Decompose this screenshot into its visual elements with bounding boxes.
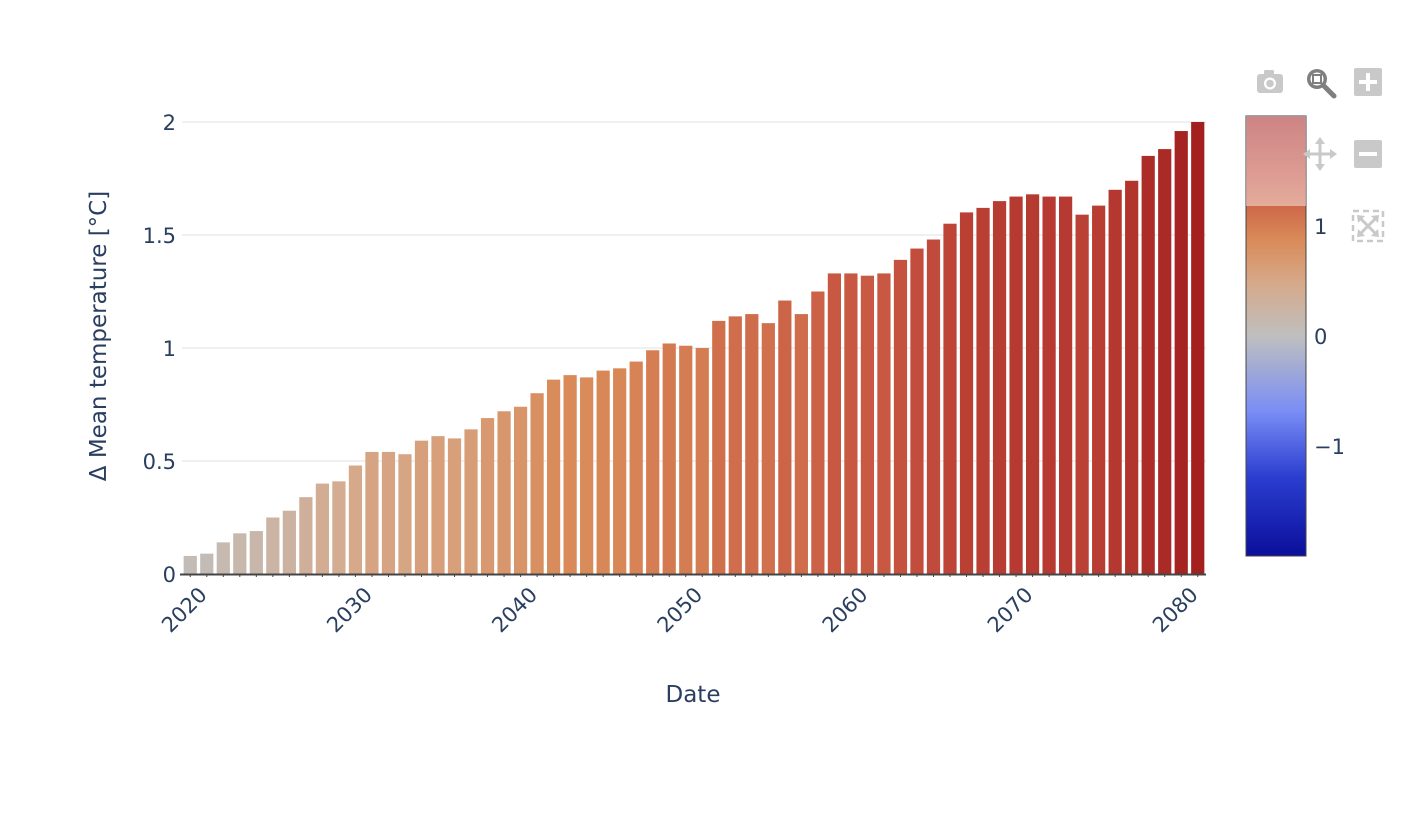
bar: [1125, 180, 1139, 574]
bar: [613, 368, 627, 574]
bar: [877, 273, 891, 574]
x-tick-label: 2040: [487, 583, 542, 638]
bar: [1059, 196, 1073, 574]
bar: [580, 377, 594, 574]
bar: [976, 207, 990, 574]
bar: [249, 531, 263, 574]
bar: [1092, 205, 1106, 574]
bar: [447, 438, 462, 574]
y-axis-title: Δ Mean temperature [°C]: [86, 191, 112, 481]
bar: [299, 497, 313, 574]
bar: [183, 555, 197, 574]
bar: [827, 273, 841, 574]
bar: [596, 370, 610, 574]
y-tick-label: 2: [163, 111, 176, 135]
bar: [811, 291, 825, 574]
bar: [381, 451, 396, 574]
bar: [200, 553, 214, 574]
bar: [844, 273, 858, 574]
bar: [563, 375, 577, 574]
x-tick-label: 2030: [322, 583, 377, 638]
bar: [910, 248, 924, 574]
bar: [530, 393, 544, 574]
x-tick-label: 2070: [983, 583, 1038, 638]
y-axis-ticks: 0 0.5 1 1.5 2: [143, 111, 176, 587]
bar: [1075, 214, 1089, 574]
bar: [745, 314, 759, 574]
pan-icon[interactable]: [1302, 136, 1338, 172]
autoscale-icon[interactable]: [1350, 208, 1386, 244]
colorbar-tick-label: 1: [1314, 215, 1327, 239]
bar: [893, 259, 908, 574]
y-tick-label: 0: [163, 563, 176, 587]
colorbar-tick-label: 0: [1314, 325, 1327, 349]
zoom-icon[interactable]: [1302, 64, 1338, 100]
bar: [282, 510, 296, 574]
bar: [679, 345, 693, 574]
bar: [233, 533, 247, 574]
x-tick-label: 2050: [653, 583, 708, 638]
colorbar-gradient: [1245, 115, 1307, 557]
bar: [728, 316, 742, 574]
bar: [629, 361, 643, 574]
bar: [1141, 155, 1155, 574]
bar: [646, 350, 660, 574]
modebar: [1250, 62, 1390, 252]
camera-icon[interactable]: [1252, 64, 1288, 100]
x-tick-label: 2060: [818, 583, 873, 638]
bar: [778, 300, 792, 574]
colorbar-tick-label: −1: [1314, 435, 1345, 459]
bar: [1042, 196, 1056, 574]
bar: [480, 418, 495, 574]
y-tick-label: 0.5: [143, 450, 176, 474]
bar: [547, 379, 561, 574]
bar: [1108, 189, 1122, 575]
y-tick-label: 1.5: [143, 224, 176, 248]
bar: [216, 542, 230, 574]
bar: [431, 436, 445, 574]
colorbar-ticks: 1 0 −1: [1314, 215, 1345, 459]
x-axis-title: Date: [666, 682, 721, 708]
x-axis-ticks: 2020 2030 2040 2050 2060 2070 2080: [157, 574, 1203, 637]
bar: [464, 429, 478, 574]
bar: [398, 454, 412, 574]
colorbar: [1245, 115, 1307, 557]
bars-layer: [183, 122, 1205, 575]
bar: [959, 212, 974, 574]
bar: [860, 275, 875, 574]
bar: [992, 201, 1007, 574]
bar: [348, 465, 363, 574]
bar: [1191, 122, 1205, 574]
bar: [365, 451, 379, 574]
bar: [943, 223, 957, 574]
bar: [761, 323, 775, 574]
x-tick-label: 2080: [1148, 583, 1203, 638]
bar: [266, 517, 280, 574]
zoom-in-icon[interactable]: [1350, 64, 1386, 100]
bar: [1009, 196, 1023, 574]
bar: [1174, 131, 1188, 575]
bar: [695, 348, 709, 574]
bar: [414, 440, 429, 574]
bar: [1158, 149, 1172, 574]
x-tick-label: 2020: [157, 583, 212, 638]
bar: [712, 320, 726, 574]
bar: [315, 483, 329, 574]
bar: [513, 406, 528, 574]
zoom-out-icon[interactable]: [1350, 136, 1386, 172]
bar: [332, 481, 346, 574]
bar: [1025, 194, 1040, 574]
y-tick-label: 1: [163, 337, 176, 361]
bar: [794, 314, 808, 574]
bar: [926, 239, 941, 574]
bar: [662, 343, 676, 574]
bar: [497, 411, 511, 574]
